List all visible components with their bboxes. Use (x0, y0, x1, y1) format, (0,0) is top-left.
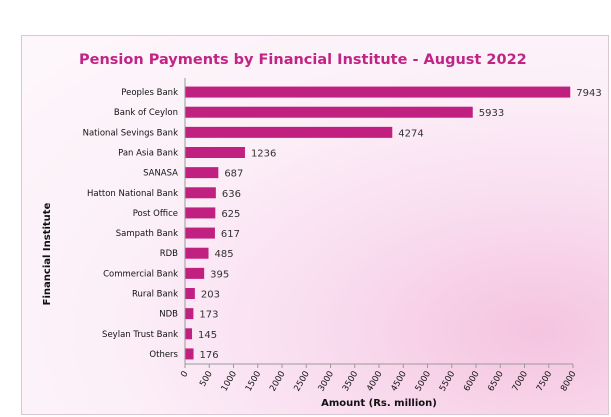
data-label-12: 145 (198, 330, 217, 341)
bar-1 (185, 106, 473, 118)
bar-10 (185, 288, 195, 299)
category-label-1: Bank of Ceylon (114, 108, 178, 118)
x-tick-label-7: 3500 (341, 370, 360, 394)
data-label-4: 687 (224, 169, 243, 180)
chart-area: Pension Payments by Financial Institute … (21, 35, 609, 415)
bar-2 (185, 126, 393, 138)
category-label-8: RDB (160, 249, 178, 259)
data-label-1: 5933 (479, 108, 504, 119)
bar-11 (185, 308, 194, 320)
x-tick-label-0: 0 (179, 370, 190, 380)
bar-12 (185, 328, 193, 340)
plot-area: Peoples Bank 7943 Bank of Ceylon 5933 Nation… (83, 78, 602, 393)
bar-9 (185, 267, 205, 279)
data-label-13: 176 (200, 350, 219, 361)
data-label-8: 485 (215, 249, 234, 260)
category-label-2: National Sevings Bank (83, 128, 178, 138)
bar-13 (185, 348, 194, 360)
category-label-5: Hatton National Bank (87, 189, 178, 199)
chart-title: Pension Payments by Financial Institute … (79, 52, 527, 68)
bar-4 (185, 167, 219, 179)
data-label-2: 4274 (398, 128, 423, 139)
x-tick-label-15: 7500 (535, 370, 554, 394)
x-tick-label-14: 7000 (511, 370, 530, 394)
bar-5 (185, 187, 216, 199)
x-tick-label-12: 6000 (462, 370, 481, 394)
category-label-9: Commercial Bank (103, 269, 178, 279)
category-label-7: Sampath Bank (116, 229, 178, 239)
x-tick-label-8: 4000 (365, 370, 384, 394)
data-label-0: 7943 (576, 88, 601, 99)
category-label-10: Rural Bank (132, 290, 178, 300)
x-tick-label-10: 5000 (414, 370, 433, 394)
category-label-4: SANASA (143, 169, 178, 179)
bar-chart: Pension Payments by Financial Institute … (42, 52, 602, 409)
data-label-10: 203 (201, 290, 220, 301)
data-label-3: 1236 (251, 149, 276, 160)
bar-6 (185, 207, 216, 219)
x-tick-label-9: 4500 (389, 370, 408, 394)
x-axis-title: Amount (Rs. million) (321, 398, 437, 409)
category-label-13: Others (149, 350, 178, 360)
x-tick-label-5: 2500 (292, 370, 311, 394)
bar-0 (185, 86, 571, 98)
x-tick-label-13: 6500 (486, 370, 505, 394)
x-tick-label-16: 8000 (559, 370, 578, 394)
data-label-6: 625 (221, 209, 240, 220)
bar-3 (185, 147, 245, 158)
x-tick-label-2: 1000 (220, 370, 239, 394)
x-tick-label-11: 5500 (438, 370, 457, 394)
category-label-3: Pan Asia Bank (118, 149, 178, 159)
y-axis-title: Financial Institute (42, 202, 53, 305)
category-label-6: Post Office (133, 209, 178, 219)
x-tick-label-6: 3000 (317, 370, 336, 394)
category-label-12: Seylan Trust Bank (102, 330, 178, 340)
data-label-9: 395 (210, 269, 229, 280)
bar-7 (185, 227, 215, 239)
data-label-7: 617 (221, 229, 240, 240)
category-label-11: NDB (159, 310, 178, 320)
data-label-5: 636 (222, 189, 241, 200)
category-label-0: Peoples Bank (121, 88, 178, 98)
data-label-11: 173 (199, 310, 218, 321)
x-tick-label-1: 500 (198, 370, 215, 389)
x-tick-label-4: 2000 (268, 370, 287, 394)
bar-8 (185, 247, 209, 259)
x-tick-label-3: 1500 (244, 370, 263, 394)
